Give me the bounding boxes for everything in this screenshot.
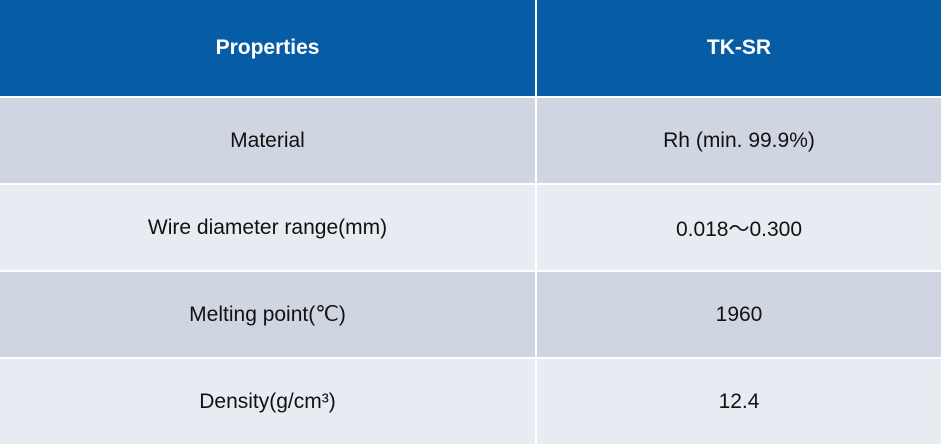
header-cell: TK-SR bbox=[537, 0, 941, 96]
table-cell: 0.018～0.300 bbox=[537, 185, 941, 270]
table-cell: 1960 bbox=[537, 272, 941, 357]
table-cell: Material bbox=[0, 98, 535, 183]
table-cell: Melting point(℃) bbox=[0, 272, 535, 357]
table-cell: Density(g/cm³) bbox=[0, 359, 535, 444]
header-cell: Properties bbox=[0, 0, 535, 96]
table-cell: Wire diameter range(mm) bbox=[0, 185, 535, 270]
table-cell: Rh (min. 99.9%) bbox=[537, 98, 941, 183]
table-cell: 12.4 bbox=[537, 359, 941, 444]
